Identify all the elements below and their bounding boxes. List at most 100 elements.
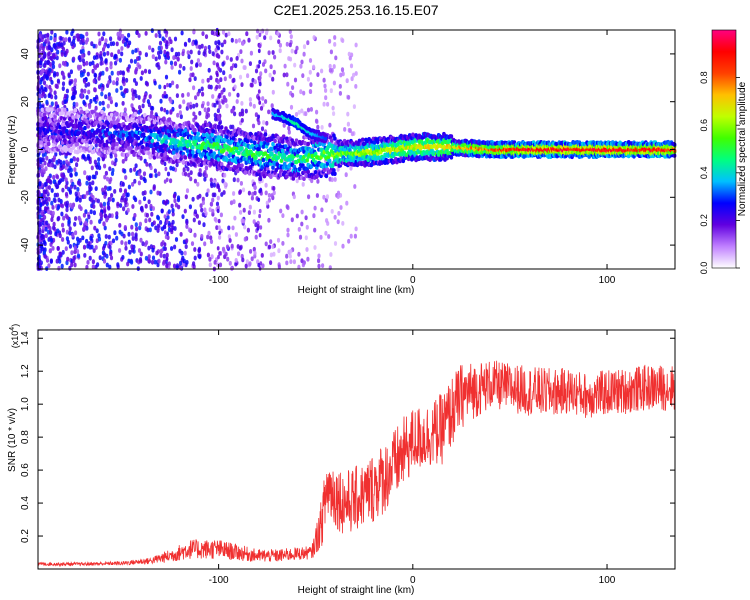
spectrogram-noise-cell (68, 244, 72, 249)
spectrogram-noise-cell (185, 106, 189, 111)
spectrogram-noise-cell (162, 253, 166, 259)
spectrogram-streak-cell (164, 234, 168, 240)
spectrogram-streak-cell (257, 114, 260, 119)
spectrogram-noise-cell (207, 230, 211, 236)
spectrogram-ridge-cell (113, 124, 117, 129)
spectrogram-streak-cell (166, 53, 170, 59)
spectrogram-noise-cell (59, 199, 63, 204)
spectrogram-noise-cell (193, 209, 197, 215)
spectrogram-noise-cell (338, 84, 342, 89)
spectrogram-noise-cell (278, 48, 282, 54)
spectrogram-noise-cell (187, 172, 191, 178)
spectrogram-noise-cell (101, 100, 105, 106)
spectrogram-ridge-cell (271, 141, 275, 147)
spectrogram-noise-cell (200, 43, 204, 49)
spectrogram-ridge-cell (88, 114, 93, 119)
spectrogram-streak-cell (217, 114, 221, 120)
spectrogram-streak-cell (165, 40, 169, 45)
spectrogram-noise-cell (56, 78, 61, 84)
spectrogram-noise-cell (47, 196, 51, 202)
spectrogram-noise-cell (60, 263, 64, 269)
spectrogram-noise-cell (120, 91, 124, 97)
spectrogram-noise-cell (195, 102, 199, 108)
spectrogram-ridge-cell (155, 142, 160, 147)
spectrogram-noise-cell (133, 167, 137, 172)
spectrogram-noise-cell (145, 240, 149, 246)
spectrogram-noise-cell (152, 186, 156, 191)
spectrogram-noise-cell (290, 217, 294, 223)
spectrogram-noise-cell (131, 204, 135, 209)
spectrogram-streak-cell (163, 214, 167, 219)
spectrogram-noise-cell (57, 41, 61, 47)
spectrogram-ridge-cell (224, 126, 228, 131)
spectrogram-streak-cell (258, 81, 262, 87)
spectrogram-streak-cell (218, 188, 221, 193)
spectrogram-noise-cell (98, 255, 102, 261)
spectrogram-noise-cell (64, 213, 68, 219)
spectrogram-ridge-cell (83, 125, 87, 131)
spectrogram-ridge-cell (151, 147, 156, 152)
spectrogram-noise-cell (203, 49, 207, 54)
spectrogram-noise-cell (219, 212, 223, 218)
spectrogram-noise-cell (86, 156, 91, 161)
spectrogram-noise-cell (332, 111, 336, 116)
spectrogram-noise-cell (150, 110, 154, 116)
spectrogram-noise-cell (193, 255, 197, 261)
spectrogram-noise-cell (217, 225, 221, 231)
spectrogram-noise-cell (205, 114, 209, 120)
spectrogram-noise-cell (69, 69, 73, 75)
spectrogram-noise-cell (98, 101, 102, 106)
spectrogram-noise-cell (109, 36, 113, 42)
spectrogram-noise-cell (72, 56, 76, 62)
spectrogram-noise-cell (60, 211, 64, 217)
spectrogram-noise-cell (203, 207, 207, 213)
spectrogram-noise-cell (76, 249, 80, 254)
spectrogram-noise-cell (121, 101, 125, 106)
spectrogram-noise-cell (195, 62, 199, 68)
spectrogram-noise-cell (171, 166, 175, 172)
spectrogram-noise-cell (123, 225, 127, 230)
spectrogram-noise-cell (174, 202, 178, 208)
spectrogram-noise-cell (292, 259, 296, 265)
spectrogram-noise-cell (317, 258, 321, 264)
spectrogram-ridge-cell (40, 107, 45, 113)
spectrogram-noise-cell (76, 236, 80, 242)
spectrogram-ridge-cell (74, 142, 79, 147)
spectrogram-ridge-cell (191, 150, 195, 155)
spectrogram-noise-cell (215, 62, 219, 67)
spectrogram-noise-cell (354, 226, 358, 232)
spectrogram-noise-cell (127, 32, 131, 38)
spectrogram-noise-cell (84, 83, 88, 88)
spectrogram-noise-cell (170, 227, 174, 233)
spectrogram-noise-cell (43, 151, 47, 157)
spectrogram-noise-cell (252, 246, 256, 252)
spectrogram-noise-cell (64, 177, 68, 183)
spectrogram-noise-cell (224, 32, 228, 38)
spectrogram-noise-cell (172, 263, 177, 269)
spectrogram-ridge-cell (57, 108, 62, 113)
spectrogram-ridge-cell (115, 141, 119, 147)
spectrogram-streak-cell (218, 230, 222, 235)
spectrogram-noise-cell (134, 163, 138, 169)
spectrogram-ridge-cell (123, 143, 128, 149)
spectrogram-noise-cell (104, 234, 108, 239)
spectrogram-noise-cell (198, 62, 202, 68)
spectrogram-noise-cell (233, 84, 237, 90)
spectrogram-noise-cell (188, 77, 192, 83)
spectrogram-noise-cell (320, 125, 324, 130)
spectrogram-noise-cell (157, 171, 161, 177)
spectrogram-noise-cell (45, 75, 49, 80)
spectrogram-streak-cell (163, 91, 167, 96)
spectrogram-noise-cell (56, 204, 61, 210)
spectrogram-noise-cell (147, 245, 151, 251)
spectrogram-noise-cell (179, 232, 183, 237)
spectrogram-noise-cell (300, 59, 304, 65)
spectrogram-noise-cell (210, 254, 214, 260)
spectrogram-ridge-cell (305, 158, 310, 163)
spectrogram-noise-cell (300, 209, 304, 215)
spectrogram-noise-cell (59, 36, 63, 41)
spectrogram-ridge-cell (171, 150, 176, 155)
spectrogram-noise-cell (133, 78, 137, 83)
spectrogram-ridge-cell (396, 142, 400, 147)
spectrogram-noise-cell (57, 255, 61, 260)
